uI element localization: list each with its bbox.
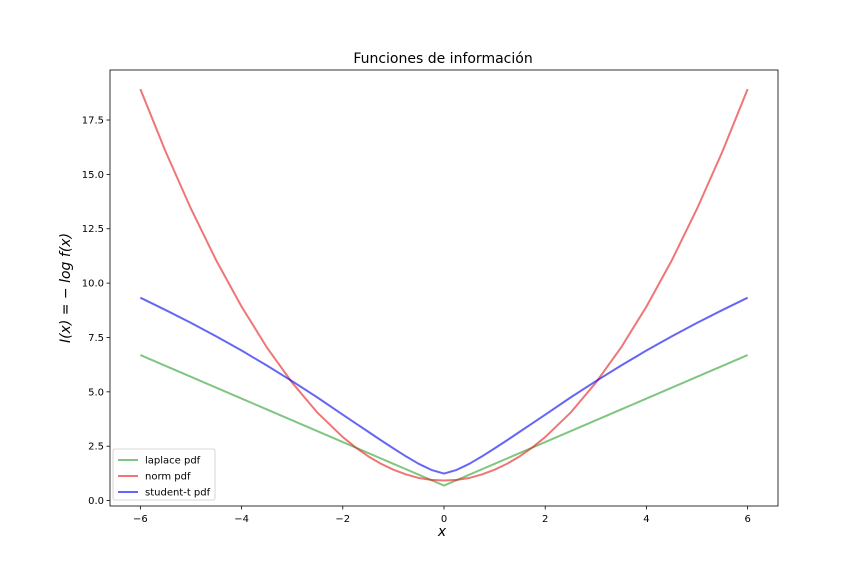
y-tick-label: 5.0 xyxy=(88,387,104,398)
series-line-student-t-pdf xyxy=(139,296,749,475)
legend-box xyxy=(112,448,216,501)
y-tick-label: 15.0 xyxy=(82,170,104,181)
x-tick-label: 2 xyxy=(542,514,548,525)
x-tick-label: −4 xyxy=(234,514,249,525)
y-axis-label: I(x) = − log f(x) xyxy=(58,233,74,343)
x-tick-label: 4 xyxy=(643,514,649,525)
legend-label: norm pdf xyxy=(145,472,191,483)
x-tick-label: 0 xyxy=(441,514,447,525)
x-axis-label: x xyxy=(437,524,447,540)
y-tick-label: 7.5 xyxy=(88,333,104,344)
legend-label: student-t pdf xyxy=(145,488,211,499)
y-tick-label: 0.0 xyxy=(88,496,104,507)
series-line-laplace-pdf xyxy=(139,354,749,487)
y-tick-label: 2.5 xyxy=(88,442,104,453)
y-tick-label: 17.5 xyxy=(82,116,104,127)
legend: laplace pdf norm pdf student-t pdf xyxy=(112,448,216,501)
x-axis-ticks: −6 −4 −2 0 2 4 6 xyxy=(133,506,751,525)
y-tick-label: 10.0 xyxy=(82,279,104,290)
series-line-norm-pdf xyxy=(139,88,749,482)
x-tick-label: −2 xyxy=(335,514,350,525)
chart-title: Funciones de información xyxy=(353,51,532,67)
x-tick-label: 6 xyxy=(744,514,750,525)
y-tick-label: 12.5 xyxy=(82,224,104,235)
legend-label: laplace pdf xyxy=(145,456,201,467)
series-group xyxy=(139,88,749,487)
y-axis-ticks: 0.0 2.5 5.0 7.5 10.0 12.5 15.0 17.5 xyxy=(82,116,110,507)
plot-area xyxy=(109,69,779,507)
x-tick-label: −6 xyxy=(133,514,148,525)
